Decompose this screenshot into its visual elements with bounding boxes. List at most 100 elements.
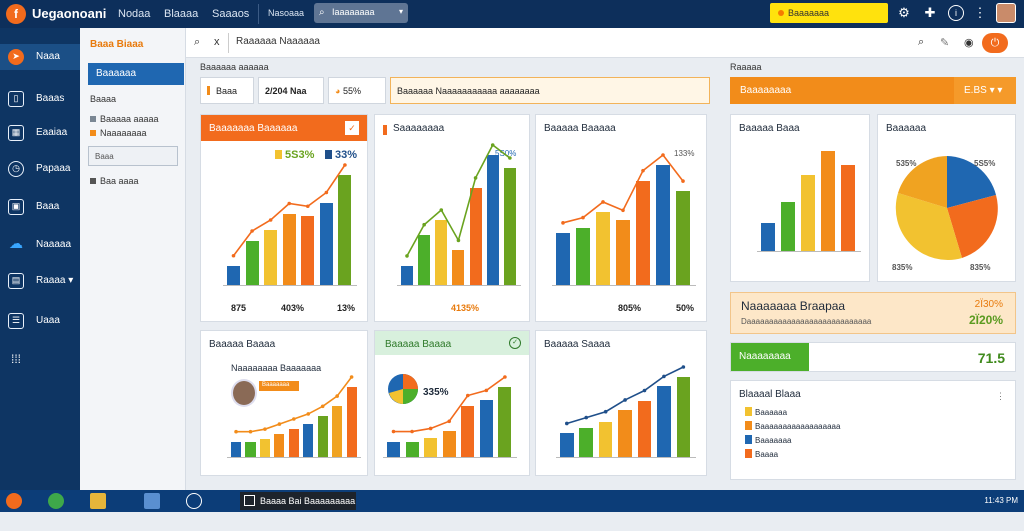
chart-bar[interactable] [227,265,240,285]
check-icon[interactable]: ✓ [509,337,521,349]
chart-bar[interactable] [405,441,419,457]
search-icon[interactable] [186,493,202,509]
chart-bar[interactable] [486,155,499,285]
chart-card-3[interactable]: Baaaaa Baaaaa 133% 805% 50% [535,114,707,322]
chart-card-2[interactable]: Saaaaaaaa 5S0% 4135% [374,114,530,322]
chart-bar[interactable] [245,441,256,457]
nav-item-9[interactable]: ⁞⁞⁞ [0,348,80,374]
chart-bar[interactable] [245,241,259,285]
list-item[interactable]: Baaaaaaaaaaaaaaaaaa [745,421,840,431]
chart-bar[interactable] [452,250,465,285]
settings-icon[interactable]: ◉ [964,37,974,49]
chart-card-6[interactable]: Baaaaa Baaaa Naaaaaaaa Baaaaaaa Baaaaaaa [200,330,368,476]
chart-bar[interactable] [556,232,570,285]
nav-item-8[interactable]: ☰ Uaaa [0,308,80,334]
list-item[interactable]: Baaaa [745,449,778,459]
chart-bar[interactable] [841,164,855,251]
chart-bar[interactable] [579,427,594,457]
green-button[interactable]: Naaaaaaaa [731,343,809,371]
start-icon[interactable] [6,493,22,509]
chart-bar[interactable] [618,409,632,457]
chart-bar[interactable] [781,202,795,251]
sub-item-2[interactable]: Naaaaaaaa [90,128,147,138]
filter-wide[interactable]: Baaaaaa Naaaaaaaaaaa aaaaaaaa [390,77,710,104]
filter-chip-1[interactable]: Baaa [200,77,254,104]
chart-bar[interactable] [656,165,670,285]
chart-bar[interactable] [435,220,448,285]
chart-bar[interactable] [317,416,328,457]
highlight-box[interactable]: Naaaaaaa Braapaa Daaaaaaaaaaaaaaaaaaaaaa… [730,292,1016,334]
menu-item-1[interactable]: Nodaa [118,8,151,20]
chart-bar[interactable] [424,438,438,457]
chart-bar[interactable] [418,234,431,285]
sub-item-1[interactable]: Baaaaa aaaaa [90,114,159,124]
sub-item-3[interactable]: Baa aaaa [90,176,139,186]
search-icon[interactable]: ⌕ [918,36,925,48]
pin-icon[interactable]: ✎ [940,37,950,49]
chart-bar[interactable] [657,386,671,457]
nav-item-5[interactable]: ▣ Baaa [0,194,80,220]
nav-item-2[interactable]: ▯ Baaas [0,86,80,112]
menu-item-3[interactable]: Saaaos [212,8,250,20]
close-icon[interactable]: x [214,36,220,48]
avatar[interactable] [996,3,1016,23]
chart-bar[interactable] [231,441,242,457]
chart-bar[interactable] [479,400,493,457]
chart-bar[interactable] [301,216,315,285]
chart-bar[interactable] [560,433,574,457]
chart-bar[interactable] [346,387,357,457]
chart-bar[interactable] [469,187,482,285]
search-input[interactable]: Iaaaaaaaa [332,7,375,17]
taskbar-active-window[interactable]: Baaaa Bai Baaaaaaaaa [240,492,356,510]
chart-bar[interactable] [332,406,343,457]
chart-card-4[interactable]: Baaaaa Baaa [730,114,870,282]
power-button[interactable]: ⏻ [982,33,1008,53]
chart-bar[interactable] [264,230,278,285]
chart-bar[interactable] [576,227,590,285]
info-icon[interactable]: i [948,5,964,21]
chart-bar[interactable] [616,220,630,285]
nav-item-6[interactable]: ☁ Naaaaa [0,232,80,258]
chart-bar[interactable] [274,434,285,457]
chart-bar[interactable] [461,405,475,457]
nav-item-home[interactable]: ➤ Naaa [0,44,80,70]
chart-bar[interactable] [338,175,352,285]
chart-card-5[interactable]: Baaaaaa 535% 5S5% 835% 835% [877,114,1016,282]
notice-box[interactable]: Baaaaaaa [770,3,888,23]
chart-bar[interactable] [761,223,775,251]
summary-banner[interactable]: Baaaaaaaa E.BS ▾ ▾ [730,77,1016,104]
list-item[interactable]: Baaaaaaa [745,435,791,445]
nav-item-4[interactable]: ◷ Papaaa [0,156,80,182]
chart-bar[interactable] [676,191,690,285]
chart-card-1[interactable]: Baaaaaaa Baaaaaa ✓ 5S3% 33% 875 403% 13% [200,114,368,322]
chart-bar[interactable] [636,180,650,285]
chart-bar[interactable] [259,439,270,457]
browser-icon[interactable] [48,493,64,509]
puzzle-icon[interactable]: ✚ [924,5,936,20]
menu-item-4[interactable]: Nasoaaa [268,8,305,18]
chart-bar[interactable] [498,387,512,457]
chart-bar[interactable] [319,202,333,285]
chart-bar[interactable] [821,151,835,251]
gear-icon[interactable]: ⚙ [898,5,910,20]
chart-bar[interactable] [442,431,456,457]
chart-bar[interactable] [596,211,610,285]
chart-bar[interactable] [598,421,613,457]
nav-item-3[interactable]: ▦ Eaaiaa [0,120,80,146]
chart-bar[interactable] [801,174,815,251]
folder-icon[interactable] [90,493,106,509]
chart-bar[interactable] [303,423,314,457]
sub-item-selected[interactable]: Baaaaaa [88,63,184,85]
chart-bar[interactable] [503,168,516,285]
search-box[interactable]: ⌕ Iaaaaaaaa ▾ [314,3,408,23]
chart-card-8[interactable]: Baaaaa Saaaa [535,330,707,476]
filter-chip-2[interactable]: 2/204 Naa [258,77,324,104]
chart-bar[interactable] [637,400,652,457]
app-logo[interactable]: f [6,4,26,24]
menu-item-2[interactable]: Blaaaa [164,8,199,20]
list-item[interactable]: Baaaaaa [745,407,787,417]
nav-item-7[interactable]: ▤ Raaaa ▾ [0,268,80,294]
chart-bar[interactable] [401,265,413,285]
search-icon[interactable]: ⌕ [194,36,201,48]
app-icon[interactable] [144,493,160,509]
